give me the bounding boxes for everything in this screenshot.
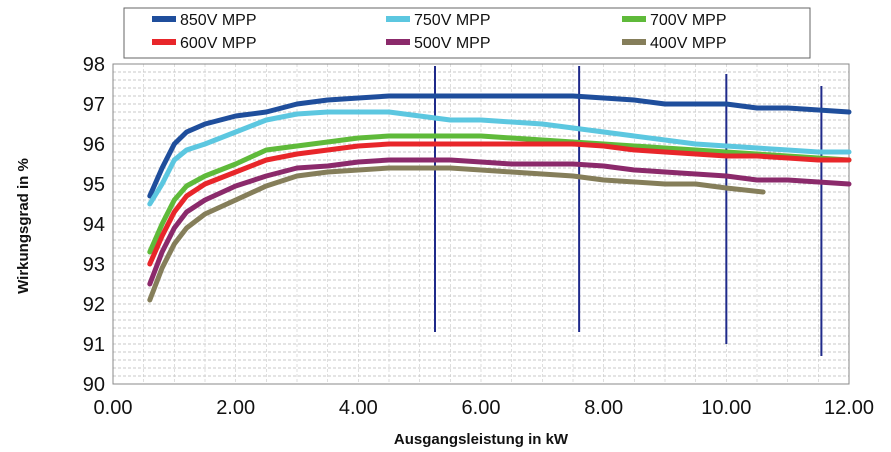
series-line-400v-mpp — [147, 165, 766, 303]
reference-lines — [434, 66, 823, 356]
legend-label: 600V MPP — [180, 35, 256, 52]
y-tick-label: 90 — [83, 374, 105, 396]
series-line-500v-mpp — [147, 157, 852, 287]
y-axis-ticks: 90 91 92 93 94 95 96 97 98 — [83, 54, 105, 396]
x-tick-label: 10.00 — [701, 397, 751, 419]
x-tick-label: 12.00 — [824, 397, 874, 419]
series-lines — [147, 93, 852, 303]
series-line-700v-mpp — [147, 133, 852, 255]
y-tick-label: 92 — [83, 294, 105, 316]
legend-label: 850V MPP — [180, 12, 256, 29]
x-tick-label: 4.00 — [339, 397, 378, 419]
x-axis-title: Ausgangsleistung in kW — [394, 431, 569, 448]
y-tick-label: 93 — [83, 254, 105, 276]
y-tick-label: 91 — [83, 334, 105, 356]
legend: 850V MPP 750V MPP 700V MPP 600V MPP 500V MPP… — [123, 7, 811, 59]
series-line-850v-mpp — [147, 93, 852, 199]
x-tick-label: 8.00 — [584, 397, 623, 419]
y-tick-label: 94 — [83, 214, 105, 236]
y-tick-label: 97 — [83, 94, 105, 116]
grid — [113, 64, 849, 384]
series-line-600v-mpp — [147, 141, 852, 267]
legend-label: 750V MPP — [414, 12, 490, 29]
y-tick-label: 98 — [83, 54, 105, 76]
x-tick-label: 2.00 — [216, 397, 255, 419]
y-tick-label: 95 — [83, 174, 105, 196]
legend-label: 500V MPP — [414, 35, 490, 52]
y-axis-title: Wirkungsgrad in % — [15, 158, 32, 294]
series-line-750v-mpp — [147, 109, 852, 207]
x-tick-label: 6.00 — [462, 397, 501, 419]
legend-label: 700V MPP — [650, 12, 726, 29]
plot-area-border — [112, 63, 850, 385]
legend-box — [123, 7, 811, 59]
y-tick-label: 96 — [83, 134, 105, 156]
x-axis-ticks: 0.00 2.00 4.00 6.00 8.00 10.00 12.00 — [94, 397, 875, 419]
x-tick-label: 0.00 — [94, 397, 133, 419]
legend-label: 400V MPP — [650, 35, 726, 52]
